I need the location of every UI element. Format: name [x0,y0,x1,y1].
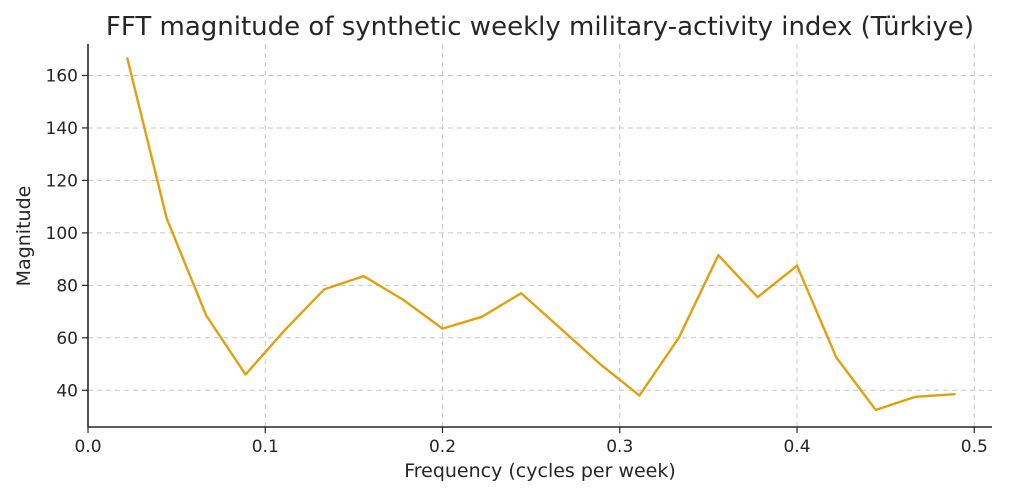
y-axis-label: Magnitude [13,186,35,287]
data-point [244,373,248,377]
data-point [795,264,799,268]
y-tick-label: 100 [46,224,78,244]
y-ticks: 40 60 80 100 120 140 160 [46,66,88,401]
data-point [874,408,878,412]
data-point [913,395,917,399]
data-point [756,295,760,299]
data-point [637,394,641,398]
y-tick-label: 40 [56,381,78,401]
x-tick-label: 0.4 [783,437,810,457]
data-point [677,336,681,340]
data-point [559,327,563,331]
data-point [362,274,366,278]
data-point [441,327,445,331]
x-tick-label: 0.3 [606,437,633,457]
x-tick-label: 0.5 [961,437,988,457]
grid [88,44,992,427]
data-point [953,392,957,396]
data-point [598,362,602,366]
x-axis-label: Frequency (cycles per week) [404,460,676,482]
y-tick-label: 140 [46,119,78,139]
series-layer [125,56,957,412]
data-point [519,291,523,295]
chart-title: FFT magnitude of synthetic weekly milita… [106,12,974,42]
y-tick-label: 120 [46,171,78,191]
x-tick-label: 0.1 [252,437,279,457]
data-point [834,355,838,359]
x-ticks: 0.0 0.1 0.2 0.3 0.4 0.5 [74,427,988,457]
y-tick-label: 60 [56,329,78,349]
fft-magnitude-line [126,57,956,412]
x-tick-label: 0.0 [74,437,101,457]
y-tick-label: 80 [56,276,78,296]
data-point [204,314,208,318]
x-tick-label: 0.2 [429,437,456,457]
data-point [283,328,287,332]
data-point [716,253,720,257]
data-point [480,315,484,319]
data-point [322,287,326,291]
y-tick-label: 160 [46,66,78,86]
axes [87,44,992,428]
data-point [125,56,129,60]
data-point [165,216,169,220]
data-point [401,298,405,302]
